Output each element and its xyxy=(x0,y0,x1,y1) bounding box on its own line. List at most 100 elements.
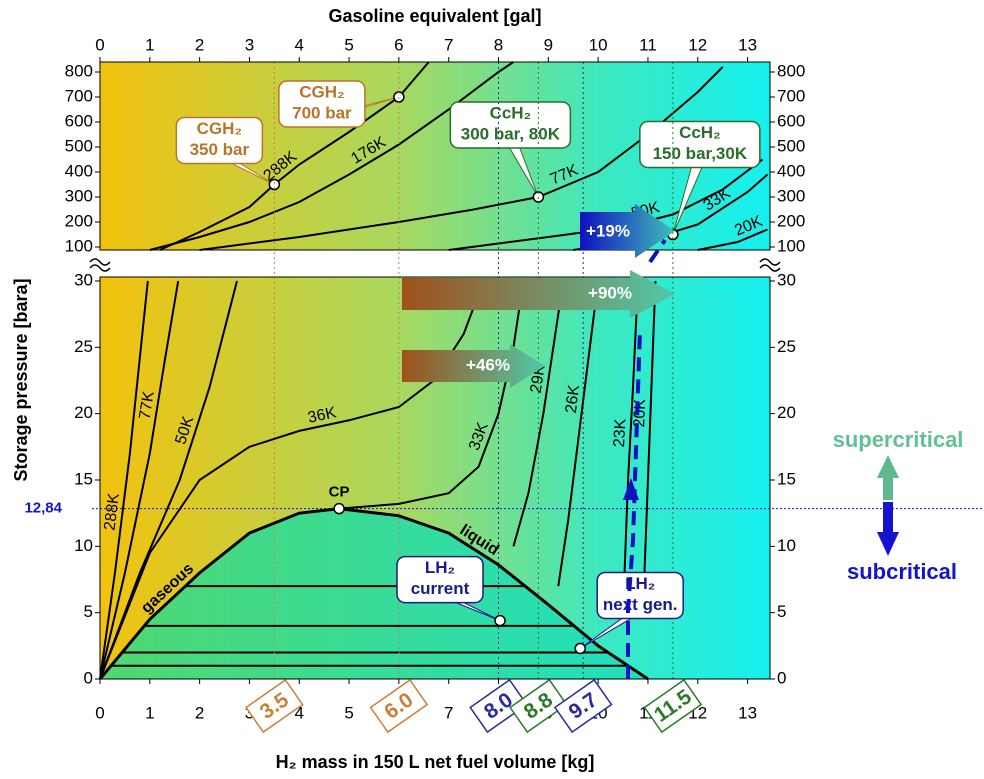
isotherm xyxy=(99,280,149,680)
critical-point xyxy=(333,502,345,515)
curve-label: 77K xyxy=(136,390,157,421)
y-tick-label: 600 xyxy=(777,111,805,130)
marker-box xyxy=(509,678,568,734)
callout-text: LH₂ xyxy=(425,558,455,577)
curve-label: 20K xyxy=(631,398,649,427)
x-tick-label: 9 xyxy=(544,35,553,54)
x-tick-label: 0 xyxy=(95,35,104,54)
y-tick-label: 300 xyxy=(65,186,93,205)
isotherm xyxy=(149,61,515,251)
marker-label: 6.0 xyxy=(369,678,429,734)
x-tick-label: 1 xyxy=(145,703,154,722)
arrow xyxy=(580,204,675,258)
x-tick-label: 8 xyxy=(494,35,503,54)
y-tick-label: 30 xyxy=(74,270,93,289)
y-axis-label: Storage pressure [bara] xyxy=(11,278,31,481)
x-tick-label: 1 xyxy=(145,35,154,54)
y-tick-label: 25 xyxy=(74,337,93,356)
callout-text: CGH₂ xyxy=(197,119,242,138)
y-tick-label: 700 xyxy=(777,86,805,105)
y-tick-label: 200 xyxy=(777,211,805,230)
x-tick-label: 13 xyxy=(738,703,757,722)
annotation: supercritical xyxy=(833,427,964,452)
y-tick-label: 600 xyxy=(65,111,93,130)
callout-text: current xyxy=(411,579,470,598)
y-tick-label: 10 xyxy=(777,536,796,555)
marker-box xyxy=(369,678,429,734)
data-point xyxy=(574,642,586,655)
isotherm xyxy=(512,280,565,547)
y-tick-label: 400 xyxy=(777,161,805,180)
y-tick-label: 300 xyxy=(777,186,805,205)
y-tick-label: 200 xyxy=(65,211,93,230)
y-tick-label: 15 xyxy=(74,469,93,488)
x-tick-label: 7 xyxy=(444,703,453,722)
marker-label: 9.7 xyxy=(553,678,613,734)
y-tick-label: 800 xyxy=(777,61,805,80)
arrow xyxy=(402,344,545,388)
marker-label: 11.5 xyxy=(643,678,703,734)
y-tick-label: 15 xyxy=(777,469,796,488)
axis-break xyxy=(89,258,781,272)
two-phase-region xyxy=(100,508,648,679)
isotherm xyxy=(159,61,430,251)
lh2-path xyxy=(626,238,667,679)
x-tick-label: 4 xyxy=(295,35,304,54)
marker-label: 3.5 xyxy=(245,678,304,734)
upper-frame xyxy=(99,61,771,251)
y-tick-label: 0 xyxy=(777,668,786,687)
isotherm xyxy=(99,280,238,680)
callout-box xyxy=(175,116,264,165)
x-tick-label: 2 xyxy=(195,703,204,722)
y-tick-label: 400 xyxy=(65,161,93,180)
x-tick-label: 2 xyxy=(195,35,204,54)
y-tick-label: 30 xyxy=(777,270,796,289)
isotherm xyxy=(338,507,649,681)
marker-box xyxy=(643,678,703,734)
callout-text: next gen. xyxy=(603,595,678,614)
isotherm xyxy=(99,280,180,680)
y-tick-label: 5 xyxy=(777,602,786,621)
callout-box xyxy=(278,80,366,128)
x-tick-label: 0 xyxy=(95,703,104,722)
x-tick-label: 10 xyxy=(589,35,608,54)
callout-box xyxy=(396,555,484,604)
x-tick-label: 13 xyxy=(738,35,757,54)
y-tick-label: 500 xyxy=(777,136,805,155)
isotherm xyxy=(98,507,340,680)
y-tick-label: 25 xyxy=(777,337,796,356)
isotherm xyxy=(641,280,657,613)
marker-box xyxy=(553,678,613,734)
annotation: +19% xyxy=(586,221,630,240)
callout-box xyxy=(596,571,684,620)
callout-box xyxy=(449,101,572,149)
curve-label: 23K xyxy=(611,418,630,448)
annotation: subcritical xyxy=(847,559,957,584)
x-tick-label: 12 xyxy=(688,35,707,54)
callout-text: 700 bar xyxy=(292,103,352,122)
callout-box xyxy=(639,120,761,169)
isotherm xyxy=(622,280,639,613)
data-point xyxy=(494,614,506,627)
arrow xyxy=(402,270,675,318)
x-tick-label: 3 xyxy=(245,35,254,54)
critical-point-label: CP xyxy=(329,484,350,501)
arrow xyxy=(877,455,899,500)
curve-label: 288K xyxy=(101,492,123,532)
y-tick-label: 700 xyxy=(65,86,93,105)
y-tick-label: 5 xyxy=(84,602,93,621)
marker-box xyxy=(469,678,528,734)
annotation: +46% xyxy=(466,355,510,374)
y-tick-label: 0 xyxy=(84,668,93,687)
y-tick-label: 100 xyxy=(65,236,93,255)
arrow xyxy=(877,502,899,556)
callout-text: LH₂ xyxy=(625,574,655,593)
x-tick-label: 5 xyxy=(344,703,353,722)
isotherm xyxy=(557,280,600,587)
curve-label: 26K xyxy=(563,384,583,415)
curve-label: 36K xyxy=(306,404,338,427)
x-axis-label: H₂ mass in 150 L net fuel volume [kg] xyxy=(276,752,595,772)
callout-text: CcH₂ xyxy=(679,123,721,142)
y-tick-label: 20 xyxy=(777,403,796,422)
